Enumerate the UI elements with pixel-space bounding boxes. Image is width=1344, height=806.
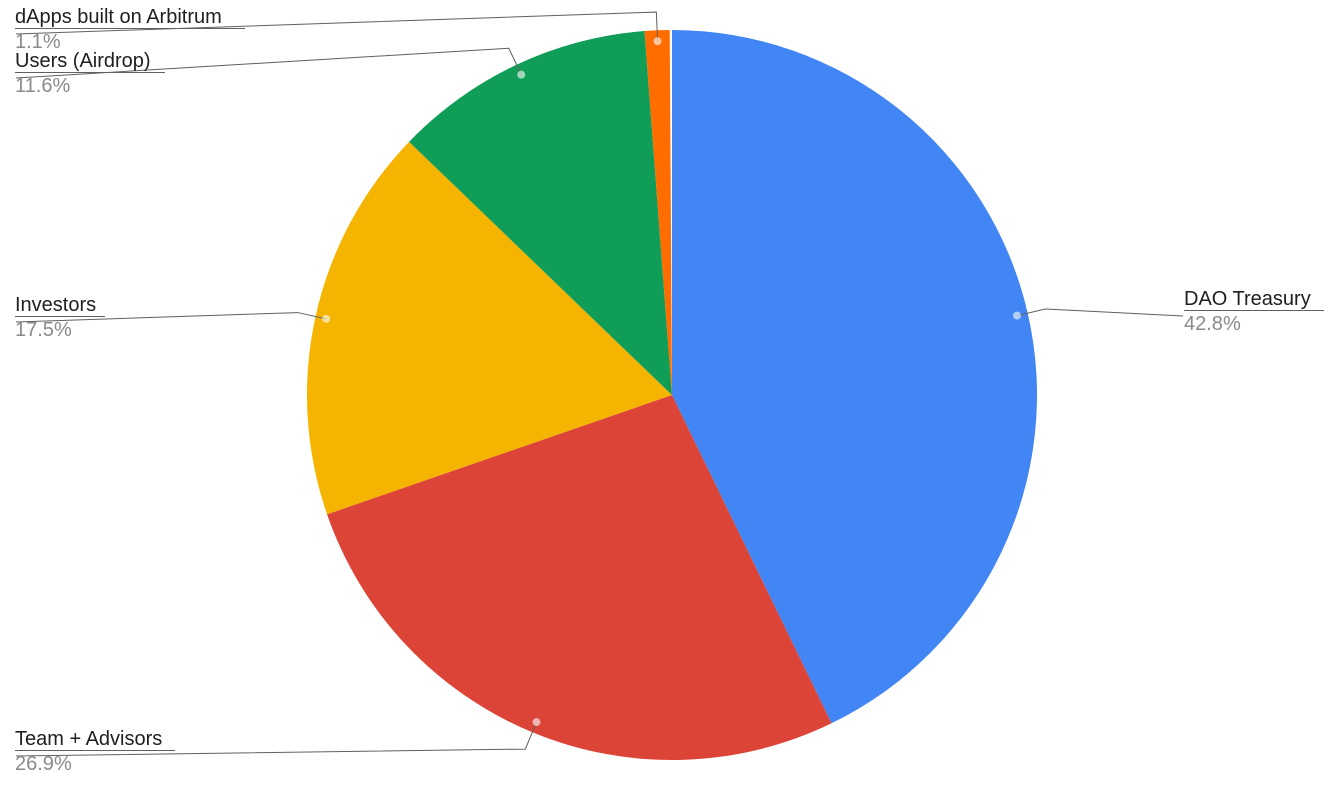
leader-dot bbox=[654, 37, 662, 45]
leader-line bbox=[1017, 309, 1183, 316]
label-investors-pct: 17.5% bbox=[15, 316, 105, 341]
label-users-airdrop: Users (Airdrop) 11.6% bbox=[15, 50, 165, 97]
label-team-name: Team + Advisors bbox=[15, 728, 175, 750]
label-team-advisors: Team + Advisors 26.9% bbox=[15, 728, 175, 775]
label-dapps: dApps built on Arbitrum 1.1% bbox=[15, 6, 245, 53]
pie-group bbox=[307, 30, 1037, 760]
label-dao-treasury: DAO Treasury 42.8% bbox=[1184, 288, 1324, 335]
leader-dot bbox=[533, 718, 541, 726]
label-investors: Investors 17.5% bbox=[15, 294, 105, 341]
label-users-name: Users (Airdrop) bbox=[15, 50, 165, 72]
label-dapps-name: dApps built on Arbitrum bbox=[15, 6, 245, 28]
leader-dot bbox=[322, 315, 330, 323]
label-dao-name: DAO Treasury bbox=[1184, 288, 1324, 310]
label-team-pct: 26.9% bbox=[15, 750, 175, 775]
label-users-pct: 11.6% bbox=[15, 72, 165, 97]
label-dao-pct: 42.8% bbox=[1184, 310, 1324, 335]
leader-dot bbox=[1013, 312, 1021, 320]
label-investors-name: Investors bbox=[15, 294, 105, 316]
leader-dot bbox=[517, 71, 525, 79]
pie-chart bbox=[0, 0, 1344, 806]
